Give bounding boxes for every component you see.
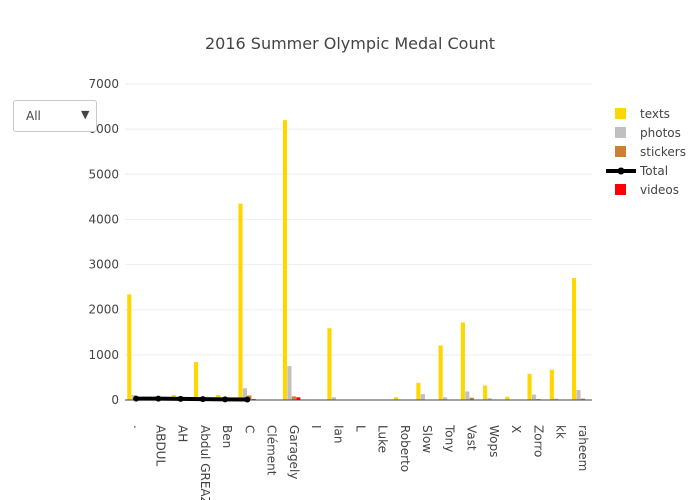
point-Total[interactable] — [199, 396, 206, 403]
bar-texts-Abdul GREAZ[interactable] — [193, 362, 199, 400]
bar-stickers-Garagely[interactable] — [291, 396, 296, 400]
bar-stickers-Vast[interactable] — [469, 397, 474, 400]
x-tick-label: X — [509, 425, 523, 433]
bar-texts-X[interactable] — [505, 396, 510, 400]
y-tick-label: 4000 — [88, 212, 119, 226]
total-line — [133, 395, 251, 403]
bar-texts-Ian[interactable] — [327, 328, 332, 400]
filter-dropdown[interactable]: All ▼ — [13, 100, 97, 132]
bar-texts-.[interactable] — [127, 294, 132, 400]
legend-label: stickers — [640, 145, 686, 159]
legend-swatch — [615, 184, 626, 195]
bar-photos-C[interactable] — [242, 388, 248, 400]
y-tick-label: 1000 — [88, 348, 119, 362]
bar-texts-C[interactable] — [238, 203, 243, 400]
bar-photos-Zorro[interactable] — [531, 394, 537, 400]
chart-title: 2016 Summer Olympic Medal Count — [205, 34, 495, 53]
point-Total[interactable] — [155, 395, 162, 402]
x-tick-label: Vast — [465, 425, 479, 451]
x-tick-label: Luke — [376, 425, 390, 453]
bar-videos-Garagely[interactable] — [296, 397, 301, 400]
point-Total[interactable] — [133, 395, 140, 402]
point-Total[interactable] — [244, 396, 251, 403]
x-tick-label: Ian — [331, 425, 345, 444]
legend-marker — [617, 167, 625, 175]
gridlines — [125, 83, 592, 356]
y-tick-label: 3000 — [88, 258, 119, 272]
line-Total[interactable] — [136, 396, 248, 402]
x-tick-label: I — [309, 425, 323, 429]
x-tick-label: Ben — [220, 425, 234, 448]
legend[interactable]: texts photos stickers Total videos — [606, 107, 686, 197]
x-tick-label: Clément — [265, 425, 279, 476]
x-tick-label: . — [131, 425, 145, 429]
legend-item-photos[interactable]: photos — [615, 126, 681, 140]
x-tick-label: C — [242, 425, 256, 433]
x-tick-label: kk — [554, 425, 568, 439]
bar-stickers-raheem[interactable] — [580, 398, 586, 400]
x-tick-label: Slow — [420, 425, 434, 453]
x-tick-label: ABDUL — [153, 425, 167, 466]
y-tick-label: 5000 — [88, 167, 119, 181]
bar-photos-raheem[interactable] — [576, 390, 581, 400]
bars — [127, 120, 590, 400]
legend-label: videos — [640, 183, 679, 197]
x-tick-label: raheem — [576, 425, 590, 471]
bar-texts-Vast[interactable] — [460, 322, 465, 400]
legend-swatch — [615, 146, 626, 157]
y-tick-label: 7000 — [88, 77, 119, 91]
point-Total[interactable] — [222, 396, 229, 403]
bar-photos-Vast[interactable] — [465, 391, 470, 400]
bar-photos-Tony[interactable] — [443, 397, 448, 400]
bar-texts-Slow[interactable] — [416, 382, 421, 400]
bar-texts-Wops[interactable] — [483, 385, 488, 400]
x-tick-label: Roberto — [398, 425, 412, 472]
chevron-down-icon: ▼ — [81, 108, 90, 121]
bar-photos-Garagely[interactable] — [287, 366, 292, 400]
x-tick-label: AH — [176, 425, 190, 442]
x-tick-label: Tony — [442, 424, 456, 452]
bar-photos-Wops[interactable] — [487, 398, 492, 400]
legend-swatch — [615, 127, 626, 138]
x-tick-label: Garagely — [287, 425, 301, 479]
legend-item-Total[interactable]: Total — [606, 164, 668, 178]
bar-texts-Tony[interactable] — [438, 345, 443, 400]
bar-texts-raheem[interactable] — [571, 278, 577, 400]
bar-texts-Zorro[interactable] — [527, 373, 532, 400]
legend-label: texts — [640, 107, 670, 121]
legend-label: photos — [640, 126, 681, 140]
bar-texts-Roberto[interactable] — [394, 397, 399, 400]
point-Total[interactable] — [177, 395, 184, 402]
legend-item-stickers[interactable]: stickers — [615, 145, 686, 159]
filter-dropdown-value: All — [26, 109, 41, 123]
x-tick-label: Wops — [487, 425, 501, 457]
y-tick-label: 0 — [111, 393, 119, 407]
x-tick-label: Zorro — [531, 425, 545, 457]
bar-texts-kk[interactable] — [549, 369, 554, 400]
x-axis-ticks: . ABDUL AH Abdul GREAZ Ben C Clément Garagely I I… — [131, 424, 590, 500]
bar-photos-Slow[interactable] — [420, 394, 425, 400]
legend-swatch — [615, 108, 626, 119]
legend-item-texts[interactable]: texts — [615, 107, 670, 121]
bar-texts-Garagely[interactable] — [282, 120, 288, 400]
x-tick-label: L — [354, 425, 368, 432]
bar-photos-kk[interactable] — [554, 398, 559, 400]
y-tick-label: 2000 — [88, 303, 119, 317]
legend-label: Total — [639, 164, 668, 178]
x-tick-label: Abdul GREAZ — [198, 425, 212, 500]
legend-item-videos[interactable]: videos — [615, 183, 679, 197]
bar-photos-Ian[interactable] — [331, 397, 336, 400]
